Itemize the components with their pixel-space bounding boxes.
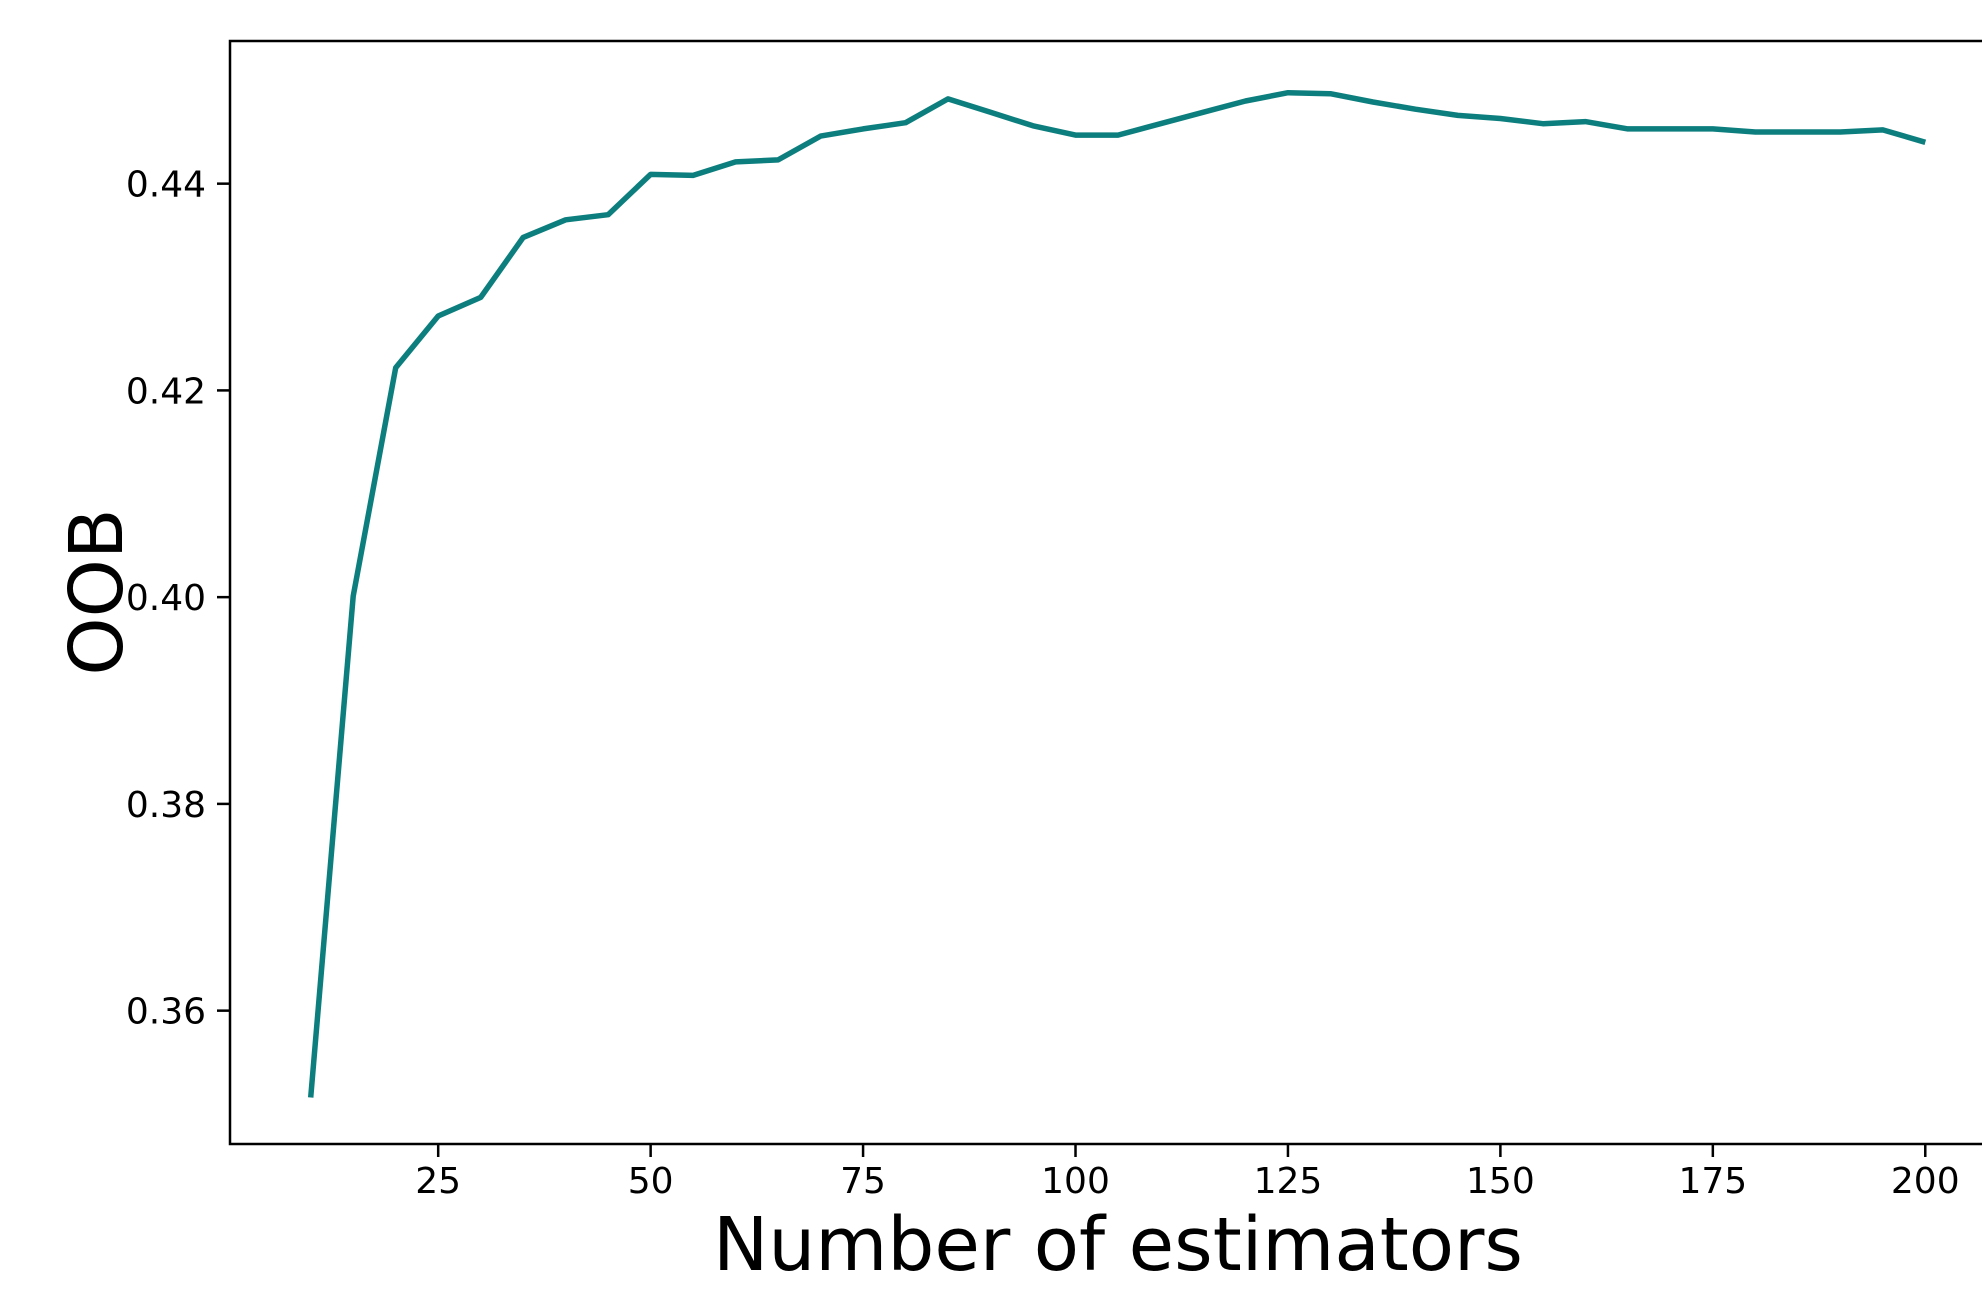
x-tick-label: 50 [628, 1161, 674, 1202]
oob-line-chart: 25 50 75 100 125 150 175 200 0.36 0.38 0.40 0.42 0.4… [40, 16, 1982, 1286]
y-tick-label: 0.38 [126, 785, 206, 826]
chart-canvas: 25 50 75 100 125 150 175 200 0.36 0.38 0.40 0.42 0.4… [54, 39, 1982, 1286]
x-tick-label: 25 [415, 1161, 461, 1202]
oob-series-line [307, 89, 1927, 1098]
y-axis-label: OOB [54, 508, 140, 675]
x-tick-label: 75 [840, 1161, 886, 1202]
x-tick-label: 175 [1678, 1161, 1747, 1202]
x-tick-label: 200 [1891, 1161, 1960, 1202]
x-tick-label: 125 [1254, 1161, 1323, 1202]
y-tick-label: 0.40 [126, 578, 206, 619]
y-tick-label: 0.44 [126, 165, 206, 206]
x-tick-label: 100 [1041, 1161, 1110, 1202]
y-tick-label: 0.36 [126, 992, 206, 1033]
x-axis-label: Number of estimators [713, 1202, 1523, 1286]
y-tick-label: 0.42 [126, 371, 206, 412]
x-tick-label: 150 [1466, 1161, 1535, 1202]
plot-border [228, 39, 1982, 1146]
